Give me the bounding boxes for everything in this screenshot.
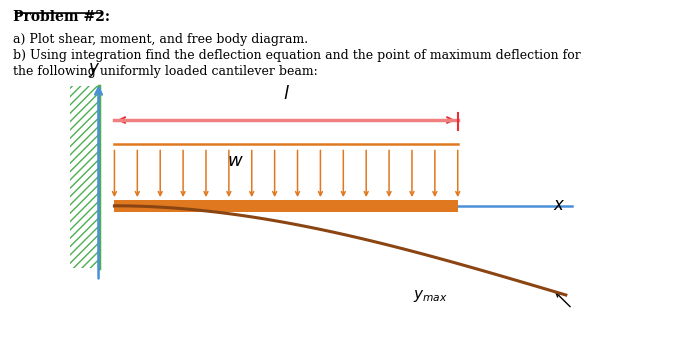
Text: $y$: $y$ <box>88 61 101 79</box>
Bar <box>114 200 458 212</box>
Text: $l$: $l$ <box>282 85 289 103</box>
Text: the following uniformly loaded cantilever beam:: the following uniformly loaded cantileve… <box>13 65 317 78</box>
Text: b) Using integration find the deflection equation and the point of maximum defle: b) Using integration find the deflection… <box>13 49 581 62</box>
Text: a) Plot shear, moment, and free body diagram.: a) Plot shear, moment, and free body dia… <box>13 33 308 46</box>
Text: $y_{max}$: $y_{max}$ <box>413 288 448 304</box>
Text: Problem #2:: Problem #2: <box>13 10 109 24</box>
Text: $w$: $w$ <box>227 152 244 170</box>
Bar <box>70 86 98 268</box>
Text: $x$: $x$ <box>553 197 566 214</box>
